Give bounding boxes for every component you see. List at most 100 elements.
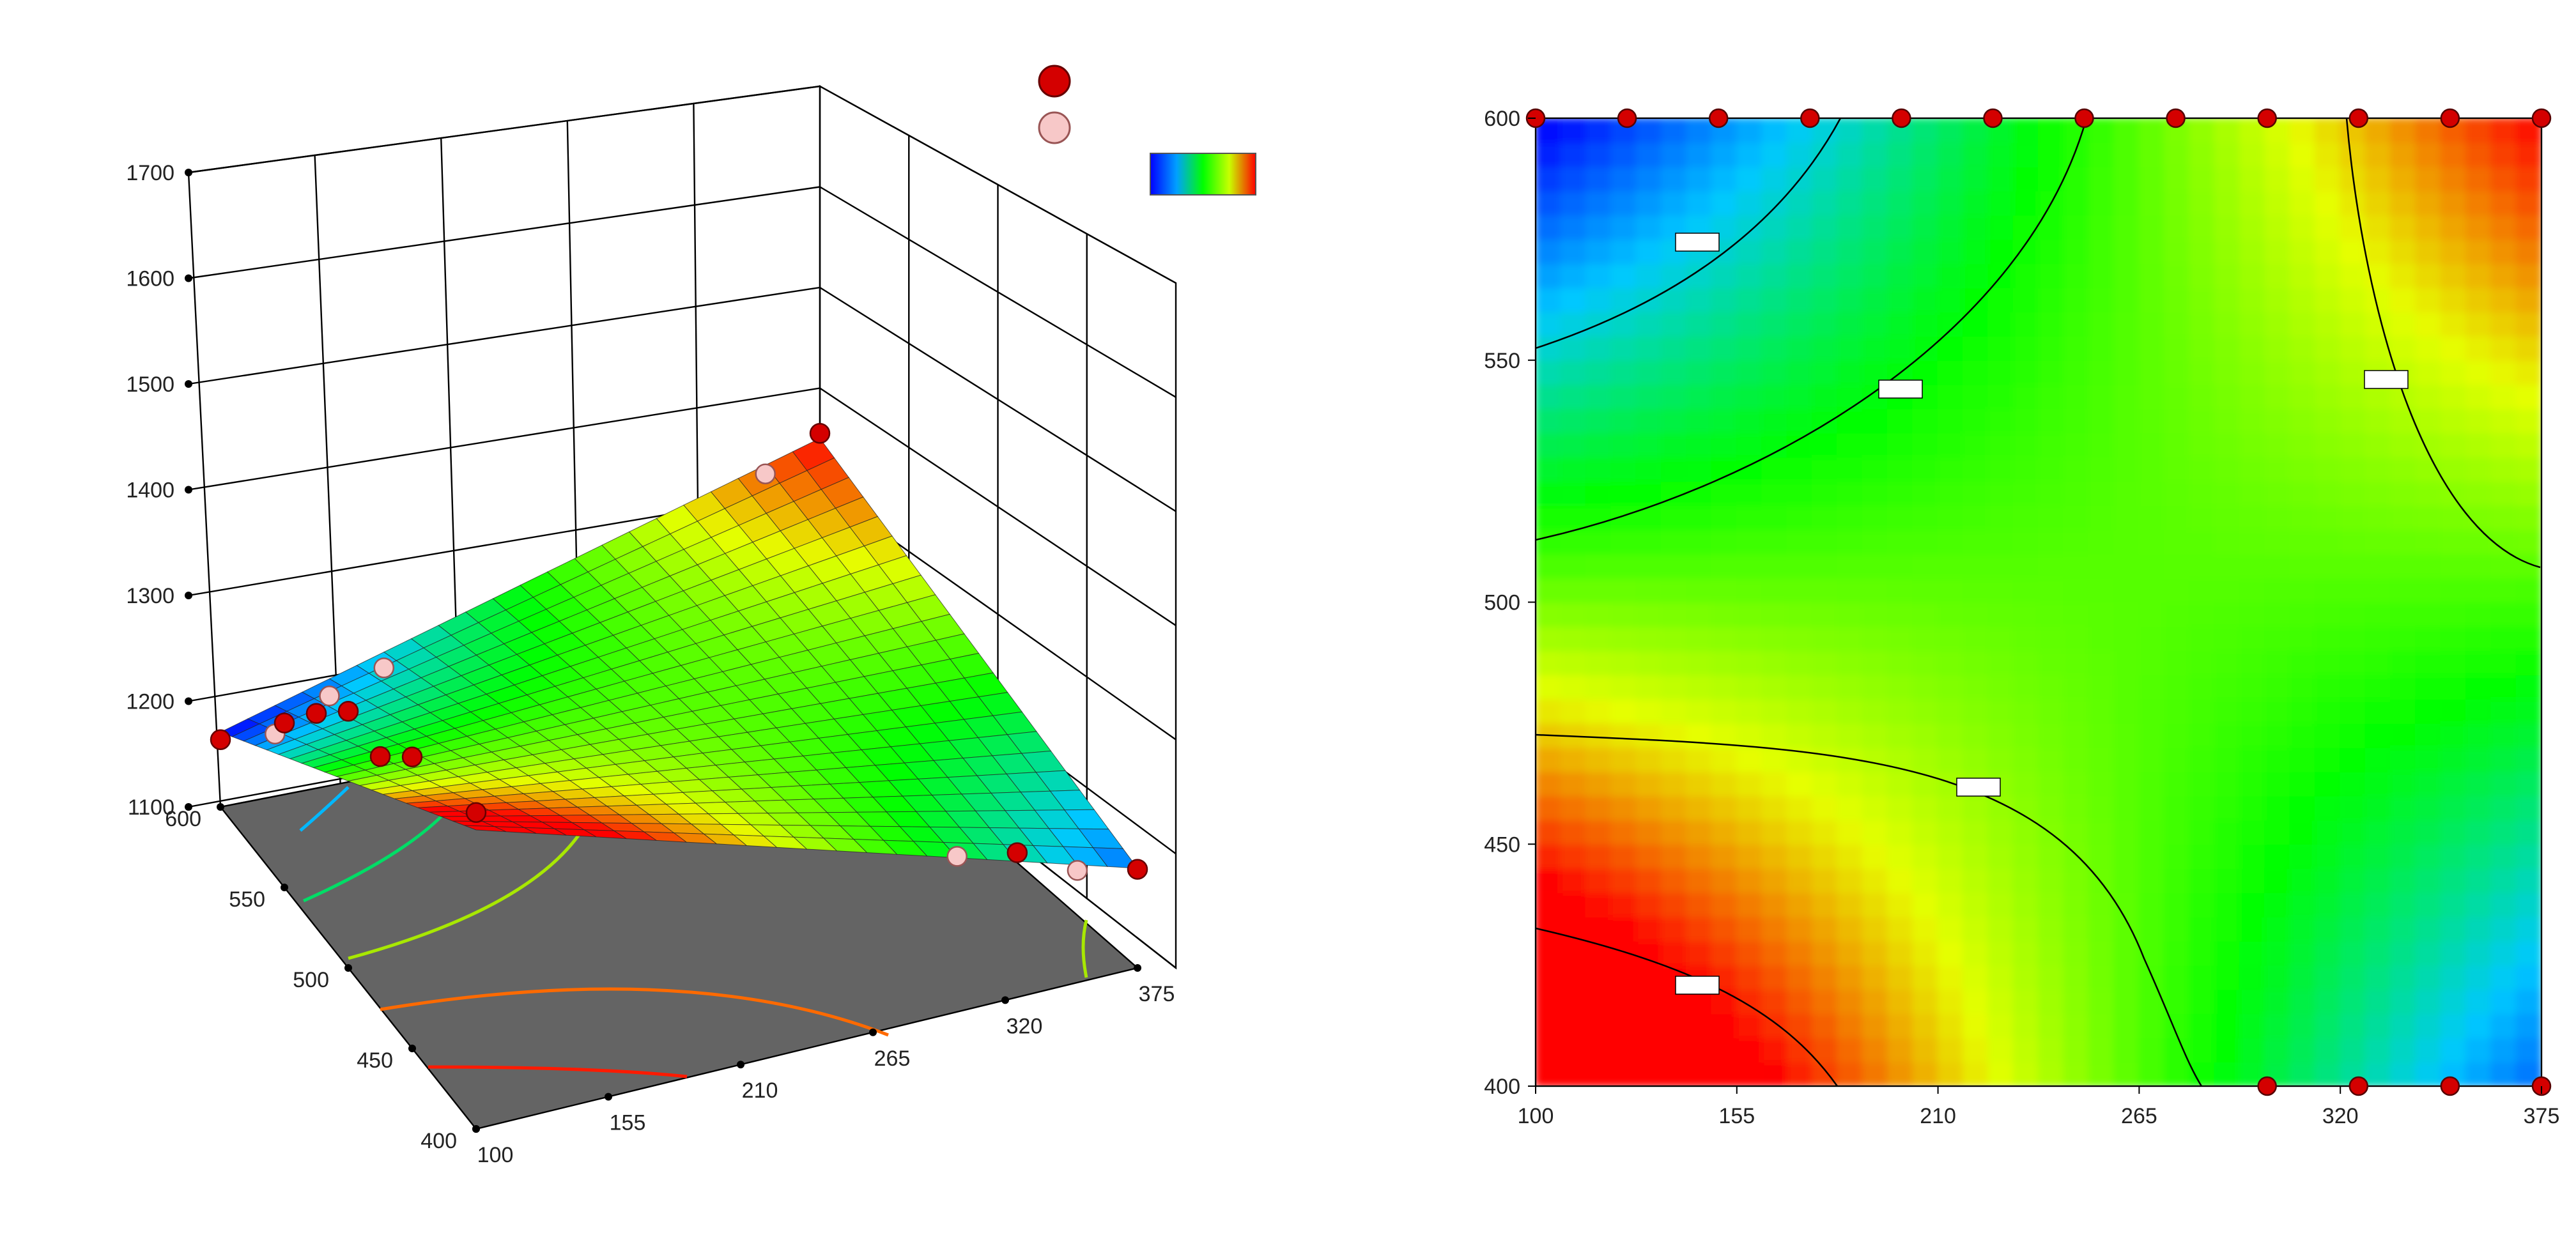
field-cell <box>2415 553 2442 579</box>
field-cell <box>2440 698 2467 724</box>
field-cell <box>1660 843 1688 870</box>
field-cell <box>1610 625 1637 652</box>
field-cell <box>1937 432 1964 458</box>
field-cell <box>2189 988 2216 1015</box>
field-cell <box>1862 964 1888 990</box>
field-cell <box>1635 892 1662 917</box>
field-cell <box>2389 118 2417 143</box>
field-cell <box>1711 940 1738 966</box>
field-cell <box>1987 674 2014 700</box>
field-cell <box>1987 480 2014 506</box>
field-cell <box>2214 408 2241 434</box>
field-cell <box>2515 335 2541 361</box>
field-cell <box>2088 408 2115 434</box>
design-points-2d <box>1525 108 2552 1096</box>
field-cell <box>1937 553 1964 579</box>
field-cell <box>1560 601 1587 627</box>
field-cell <box>1736 625 1763 652</box>
wall-gridline-z <box>188 387 821 491</box>
field-cell <box>2163 141 2191 167</box>
field-cell <box>1962 383 1989 410</box>
field-cell <box>1635 141 1662 167</box>
field-cell <box>1761 118 1788 143</box>
field-cell <box>2063 674 2090 700</box>
field-cell <box>1862 843 1888 870</box>
field-cell <box>2189 940 2216 966</box>
z-tick-mark <box>185 592 192 599</box>
field-cell <box>1610 698 1637 724</box>
field-cell <box>1585 287 1612 312</box>
field-cell <box>1862 988 1888 1015</box>
field-cell <box>1761 190 1788 216</box>
field-cell <box>1635 1037 1662 1063</box>
field-cell <box>1987 238 2014 265</box>
field-cell <box>1660 1061 1688 1086</box>
field-cell <box>2088 480 2115 506</box>
field-cell <box>2289 408 2316 434</box>
field-cell <box>2239 868 2266 893</box>
field-cell <box>2113 335 2140 361</box>
field-cell <box>2314 746 2341 772</box>
field-cell <box>1711 892 1738 917</box>
field-cell <box>2038 577 2065 603</box>
field-cell <box>2214 480 2241 506</box>
field-cell <box>2289 1061 2316 1086</box>
field-cell <box>1610 771 1637 797</box>
field-cell <box>1711 916 1738 942</box>
field-cell <box>1987 335 2014 361</box>
field-cell <box>2163 771 2191 797</box>
field-cell <box>1686 553 1713 579</box>
p-tick-mark <box>1001 996 1009 1004</box>
field-cell <box>2012 940 2040 966</box>
field-cell <box>2088 553 2115 579</box>
field-cell <box>2038 311 2065 337</box>
field-cell <box>2264 190 2291 216</box>
field-cell <box>1811 795 1839 821</box>
field-cell <box>2239 214 2266 240</box>
field-cell <box>1761 843 1788 870</box>
field-cell <box>2038 553 2065 579</box>
field-cell <box>1660 287 1688 312</box>
field-cell <box>1786 528 1813 555</box>
field-cell <box>1837 843 1863 870</box>
field-cell <box>1560 432 1587 458</box>
field-cell <box>1837 505 1863 530</box>
field-cell <box>1635 819 1662 845</box>
field-cell <box>2389 238 2417 265</box>
field-cell <box>2239 505 2266 530</box>
field-cell <box>2389 1037 2417 1063</box>
field-cell <box>2063 359 2090 385</box>
field-cell <box>2163 746 2191 772</box>
field-cell <box>2012 625 2040 652</box>
field-cell <box>1811 916 1839 942</box>
field-cell <box>2389 165 2417 192</box>
field-cell <box>1837 528 1863 555</box>
field-cell <box>1610 746 1637 772</box>
field-cell <box>2038 383 2065 410</box>
field-cell <box>2189 505 2216 530</box>
field-cell <box>1837 214 1863 240</box>
field-cell <box>2440 746 2467 772</box>
field-cell <box>1560 335 1587 361</box>
field-cell <box>2113 553 2140 579</box>
z-tick-label: 1200 <box>126 690 174 714</box>
field-cell <box>1937 892 1964 917</box>
field-cell <box>2490 988 2517 1015</box>
field-cell <box>1761 577 1788 603</box>
field-cell <box>2515 1037 2541 1063</box>
field-cell <box>2389 311 2417 337</box>
p-tick-mark <box>1134 964 1141 972</box>
field-cell <box>2038 892 2065 917</box>
field-cell <box>1862 408 1888 434</box>
field-cell <box>1912 843 1939 870</box>
field-cell <box>2389 698 2417 724</box>
field-cell <box>2214 1061 2241 1086</box>
field-cell <box>2113 650 2140 676</box>
field-cell <box>1610 553 1637 579</box>
field-cell <box>2163 916 2191 942</box>
field-cell <box>1937 746 1964 772</box>
field-cell <box>1886 650 1914 676</box>
field-cell <box>2163 480 2191 506</box>
field-cell <box>2314 287 2341 312</box>
field-cell <box>1912 141 1939 167</box>
